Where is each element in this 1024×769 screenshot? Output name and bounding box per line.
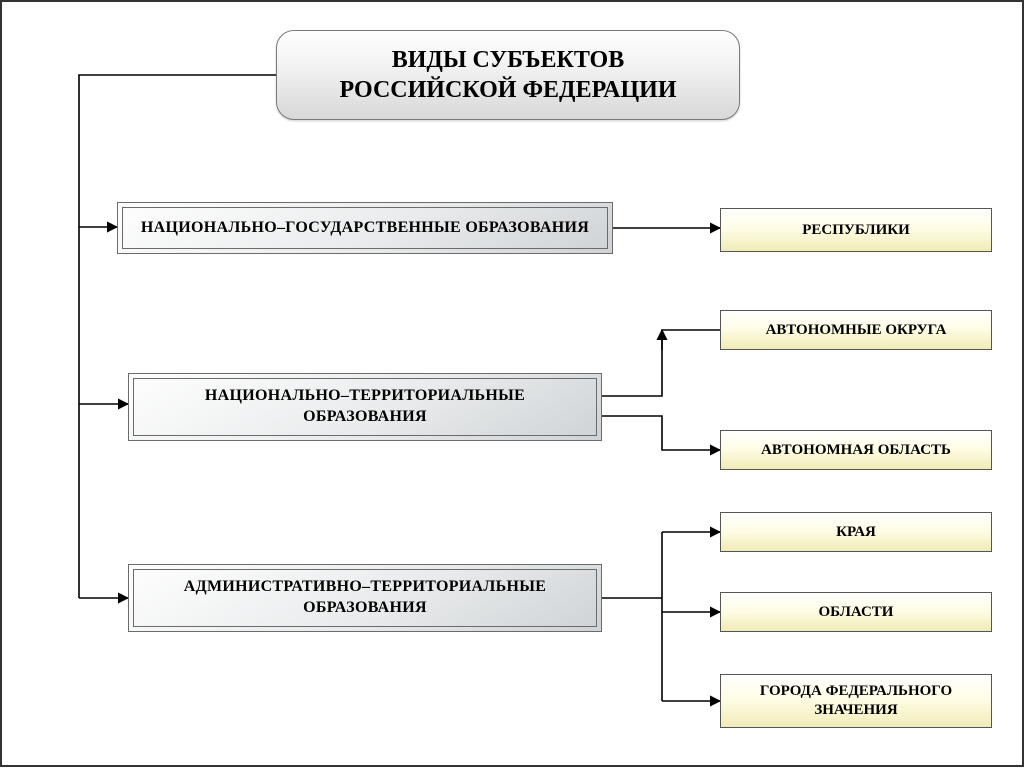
main-box-national-territorial: НАЦИОНАЛЬНО–ТЕРРИТОРИАЛЬНЫЕ ОБРАЗОВАНИЯ — [128, 373, 602, 441]
sub-box-autonomous-oblast: АВТОНОМНАЯ ОБЛАСТЬ — [720, 430, 992, 470]
sub-text-3: АВТОНОМНАЯ ОБЛАСТЬ — [761, 441, 951, 460]
sub-box-oblasti: ОБЛАСТИ — [720, 592, 992, 632]
main-box-national-state: НАЦИОНАЛЬНО–ГОСУДАРСТВЕННЫЕ ОБРАЗОВАНИЯ — [117, 202, 613, 254]
sub-box-federal-cities: ГОРОДА ФЕДЕРАЛЬНОГО ЗНАЧЕНИЯ — [720, 674, 992, 728]
sub-text-6: ГОРОДА ФЕДЕРАЛЬНОГО ЗНАЧЕНИЯ — [760, 682, 952, 720]
sub-text-4: КРАЯ — [836, 523, 876, 542]
main-text-3: АДМИНИСТРАТИВНО–ТЕРРИТОРИАЛЬНЫЕ ОБРАЗОВА… — [184, 577, 546, 619]
main-text-1: НАЦИОНАЛЬНО–ГОСУДАРСТВЕННЫЕ ОБРАЗОВАНИЯ — [141, 218, 589, 239]
title-line1: ВИДЫ СУБЪЕКТОВ — [392, 47, 624, 73]
main-text-2: НАЦИОНАЛЬНО–ТЕРРИТОРИАЛЬНЫЕ ОБРАЗОВАНИЯ — [205, 386, 525, 428]
sub-box-autonomous-okrugs: АВТОНОМНЫЕ ОКРУГА — [720, 310, 992, 350]
sub-box-kraya: КРАЯ — [720, 512, 992, 552]
sub-box-republics: РЕСПУБЛИКИ — [720, 208, 992, 252]
main-box-admin-territorial: АДМИНИСТРАТИВНО–ТЕРРИТОРИАЛЬНЫЕ ОБРАЗОВА… — [128, 564, 602, 632]
sub-text-5: ОБЛАСТИ — [819, 603, 894, 622]
title-line2: РОССИЙСКОЙ ФЕДЕРАЦИИ — [339, 77, 676, 103]
sub-text-1: РЕСПУБЛИКИ — [802, 221, 910, 240]
sub-text-2: АВТОНОМНЫЕ ОКРУГА — [766, 321, 947, 340]
title-text: ВИДЫ СУБЪЕКТОВ РОССИЙСКОЙ ФЕДЕРАЦИИ — [339, 45, 676, 105]
diagram-canvas: ВИДЫ СУБЪЕКТОВ РОССИЙСКОЙ ФЕДЕРАЦИИ НАЦИ… — [0, 0, 1024, 767]
title-box: ВИДЫ СУБЪЕКТОВ РОССИЙСКОЙ ФЕДЕРАЦИИ — [276, 30, 740, 120]
